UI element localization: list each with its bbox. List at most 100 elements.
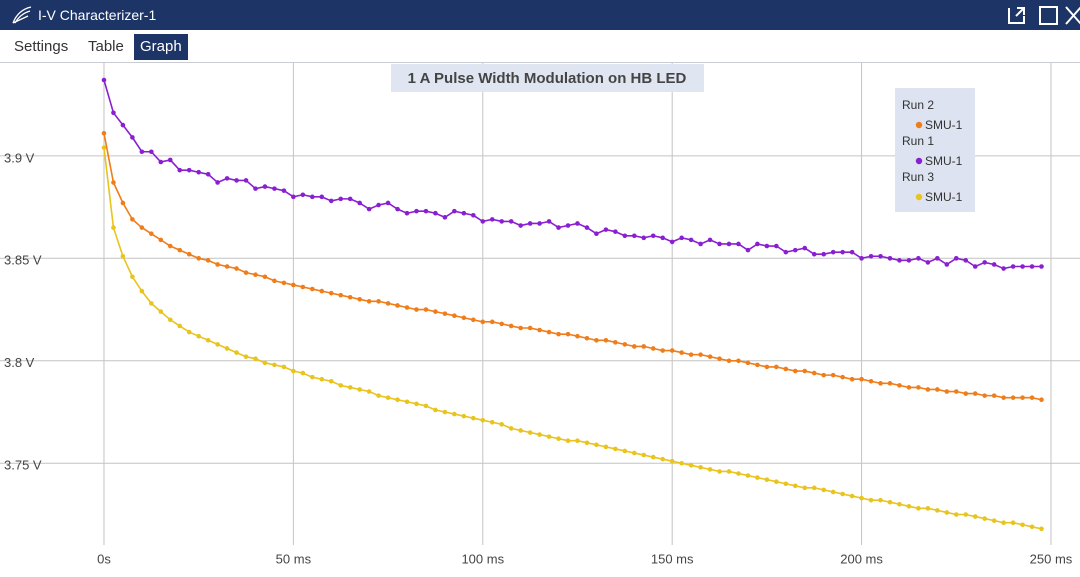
data-point [177, 323, 183, 329]
data-point [802, 485, 808, 491]
data-point [442, 215, 448, 220]
data-point [575, 438, 580, 444]
data-point [518, 223, 523, 228]
data-point [745, 360, 751, 366]
tab[interactable]: Graph [134, 34, 188, 60]
data-point [130, 217, 135, 222]
data-point [963, 391, 969, 396]
data-point [234, 178, 239, 183]
data-point [452, 313, 457, 318]
data-point [688, 237, 694, 243]
y-tick-label: 3.8 V [4, 355, 35, 370]
data-point [423, 307, 429, 312]
data-point [414, 401, 419, 407]
data-point [991, 518, 997, 523]
data-point [139, 149, 145, 155]
data-point [480, 417, 486, 423]
data-point [338, 292, 344, 298]
data-point [291, 194, 296, 200]
data-point [632, 233, 637, 239]
series-line [103, 79, 1042, 270]
data-point [546, 219, 552, 224]
data-point [849, 376, 855, 382]
data-point [130, 135, 135, 140]
x-tick-label: 200 ms [840, 551, 883, 566]
data-point [1010, 395, 1016, 400]
data-point [224, 176, 230, 181]
window-controls[interactable] [1005, 3, 1080, 27]
data-point [972, 391, 978, 396]
data-point [404, 305, 410, 310]
data-point [859, 495, 864, 501]
data-point [442, 311, 448, 316]
data-point [953, 389, 959, 394]
data-point [395, 397, 400, 403]
data-point [755, 241, 760, 247]
data-point [489, 217, 495, 222]
data-point [404, 399, 410, 405]
data-point [972, 514, 978, 519]
data-point [840, 249, 845, 255]
data-point [764, 364, 770, 370]
data-point [489, 319, 495, 325]
data-point [935, 508, 940, 513]
data-point [925, 260, 931, 265]
data-point [319, 194, 325, 200]
data-point [253, 272, 258, 278]
data-point [262, 360, 268, 366]
tab[interactable]: Settings [14, 38, 69, 55]
data-point [1029, 264, 1035, 269]
data-point [452, 208, 457, 214]
x-tick-label: 0s [97, 551, 111, 566]
data-point [291, 282, 296, 288]
data-point [158, 237, 164, 243]
data-point [366, 299, 372, 304]
legend-label: SMU-1 [925, 190, 963, 204]
data-point [707, 354, 713, 359]
data-point [508, 426, 514, 431]
data-point [613, 340, 618, 345]
data-point [736, 241, 741, 247]
title-box [391, 64, 704, 92]
data-point [679, 350, 684, 355]
data-point [811, 251, 817, 257]
y-tick-label: 3.75 V [4, 458, 42, 473]
data-point [641, 235, 647, 241]
data-point [111, 225, 116, 230]
data-point [111, 180, 116, 185]
data-point [310, 194, 315, 200]
data-point [594, 337, 599, 343]
data-point [792, 483, 798, 489]
tab[interactable]: Table [88, 38, 124, 55]
data-point [745, 473, 751, 478]
data-point [641, 452, 647, 458]
data-point [632, 344, 637, 349]
data-point [868, 497, 874, 503]
data-point [347, 385, 353, 390]
data-point [234, 266, 239, 271]
title-bar: I-V Characterizer-1 [0, 0, 1080, 30]
data-point [1039, 526, 1044, 532]
data-point [527, 430, 533, 435]
data-point [584, 225, 590, 230]
data-point [167, 243, 173, 249]
data-point [177, 247, 183, 253]
data-point [385, 200, 391, 206]
data-point [859, 256, 864, 261]
legend-marker [915, 121, 923, 129]
data-point [565, 223, 571, 228]
data-point [897, 383, 902, 388]
data-point [774, 243, 779, 249]
legend-marker [915, 157, 923, 165]
data-point [906, 385, 912, 390]
legend-group: Run 1 [902, 134, 934, 148]
data-point [423, 208, 429, 214]
data-point [366, 389, 372, 394]
data-point [291, 368, 296, 374]
data-point [186, 329, 192, 335]
data-point [414, 208, 419, 214]
data-point [783, 481, 789, 487]
data-point [717, 356, 722, 362]
